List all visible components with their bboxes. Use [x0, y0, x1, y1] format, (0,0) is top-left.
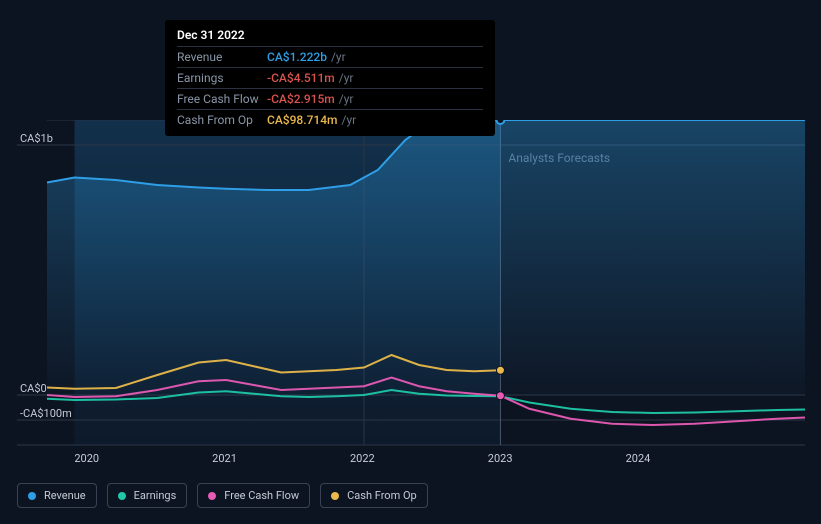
x-axis-label: 2022 — [350, 452, 375, 465]
tooltip-row: Free Cash Flow-CA$2.915m/yr — [177, 88, 483, 109]
tooltip-row-unit: /yr — [342, 113, 357, 127]
x-axis-label: 2023 — [488, 452, 513, 465]
legend-dot-icon — [331, 492, 339, 500]
x-axis-label: 2020 — [74, 452, 99, 465]
financial-chart-svg — [17, 120, 805, 465]
chart-area — [17, 120, 805, 460]
legend-item-revenue[interactable]: Revenue — [17, 483, 97, 508]
legend-item-earnings[interactable]: Earnings — [107, 483, 188, 508]
y-axis-label: -CA$100m — [20, 407, 72, 420]
tooltip-row-value: -CA$4.511m — [267, 71, 335, 85]
legend-item-label: Cash From Op — [347, 489, 417, 502]
tooltip-row-label: Free Cash Flow — [177, 92, 267, 106]
tooltip-row-unit: /yr — [339, 92, 354, 106]
legend-dot-icon — [208, 492, 216, 500]
legend-item-label: Earnings — [134, 489, 177, 502]
legend-dot-icon — [28, 492, 36, 500]
tooltip-row-unit: /yr — [331, 50, 346, 64]
tooltip-row: Cash From OpCA$98.714m/yr — [177, 109, 483, 130]
legend-dot-icon — [118, 492, 126, 500]
legend-item-cash_op[interactable]: Cash From Op — [320, 483, 428, 508]
tooltip-title: Dec 31 2022 — [177, 28, 483, 46]
legend-item-label: Revenue — [44, 489, 86, 502]
x-axis-label: 2021 — [212, 452, 237, 465]
y-axis-label: CA$1b — [20, 132, 53, 145]
tooltip-row-value: -CA$2.915m — [267, 92, 335, 106]
tooltip-row-label: Earnings — [177, 71, 267, 85]
tooltip: Dec 31 2022 RevenueCA$1.222b/yrEarnings-… — [165, 20, 495, 136]
x-axis-label: 2024 — [626, 452, 651, 465]
tooltip-row-label: Revenue — [177, 50, 267, 64]
tooltip-row-value: CA$1.222b — [267, 50, 327, 64]
tooltip-row: Earnings-CA$4.511m/yr — [177, 67, 483, 88]
tooltip-row-label: Cash From Op — [177, 113, 267, 127]
tooltip-row-value: CA$98.714m — [267, 113, 338, 127]
tooltip-row-unit: /yr — [339, 71, 354, 85]
y-axis-label: CA$0 — [20, 382, 47, 395]
legend-item-label: Free Cash Flow — [224, 489, 299, 502]
legend: Revenue Earnings Free Cash Flow Cash From O… — [17, 483, 428, 508]
tooltip-row: RevenueCA$1.222b/yr — [177, 46, 483, 67]
legend-item-fcf[interactable]: Free Cash Flow — [197, 483, 310, 508]
